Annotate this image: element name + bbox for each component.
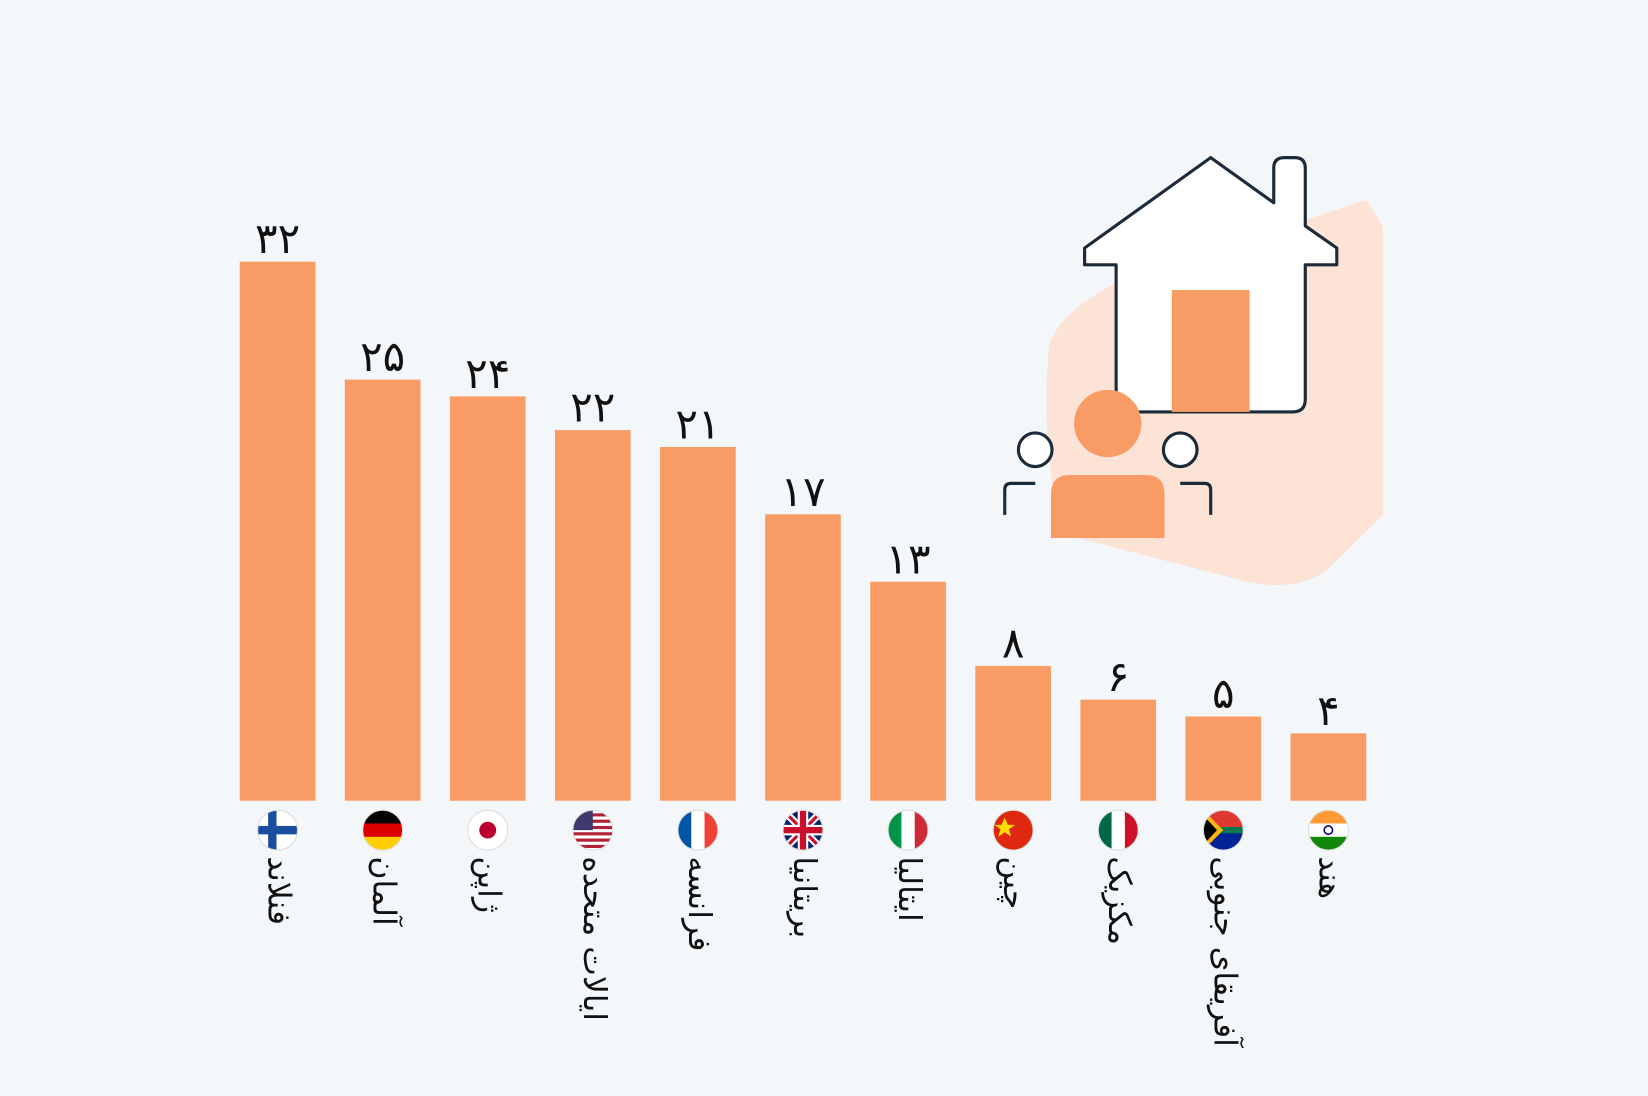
flag bbox=[257, 810, 298, 851]
flag-stripe bbox=[1308, 836, 1349, 851]
value-label: ۳۲ bbox=[255, 214, 300, 263]
flag-border bbox=[467, 809, 509, 851]
flag-stripe bbox=[572, 829, 613, 833]
x-tick-label: مکزیک bbox=[1101, 856, 1137, 945]
x-tick-label: آلمان bbox=[366, 856, 404, 927]
flag-star bbox=[994, 817, 1016, 837]
flag-stripe bbox=[1124, 810, 1139, 851]
value-label: ۴ bbox=[1317, 686, 1340, 735]
bar bbox=[765, 514, 841, 801]
flag-stripe bbox=[572, 848, 613, 851]
person-head bbox=[1074, 389, 1142, 458]
flag bbox=[888, 810, 929, 851]
person-head bbox=[1016, 431, 1054, 469]
flag-stripe bbox=[1111, 810, 1126, 851]
flag-stripe bbox=[704, 810, 718, 851]
flag-border bbox=[1307, 809, 1349, 851]
value-label: ۲۵ bbox=[360, 332, 405, 381]
flag bbox=[362, 810, 403, 851]
flag bbox=[1203, 810, 1244, 851]
bar bbox=[344, 379, 421, 801]
bar bbox=[1290, 733, 1367, 801]
flag bbox=[1098, 810, 1139, 851]
x-tick-label: فرانسه bbox=[681, 856, 717, 951]
flag-border bbox=[782, 809, 824, 851]
flag-stripe bbox=[914, 810, 929, 851]
bar bbox=[239, 261, 316, 801]
flag-border bbox=[572, 809, 614, 851]
person-head bbox=[1161, 431, 1199, 469]
x-tick-label: ایتالیا bbox=[891, 856, 927, 921]
bar bbox=[1185, 716, 1262, 801]
bar bbox=[554, 430, 631, 801]
person-body bbox=[1050, 474, 1165, 539]
flag-stripe bbox=[901, 810, 916, 851]
flag-border bbox=[257, 809, 299, 851]
flag-dot bbox=[479, 821, 497, 839]
flag-border bbox=[992, 809, 1034, 851]
flag-stripe bbox=[572, 841, 613, 845]
flag-border bbox=[362, 809, 404, 851]
flag-stripe bbox=[1098, 810, 1113, 851]
flag-stripe bbox=[362, 836, 403, 851]
value-label: ۵ bbox=[1212, 669, 1235, 718]
flag-stripe bbox=[1308, 810, 1349, 825]
bar bbox=[975, 665, 1051, 801]
value-label: ۲۲ bbox=[570, 383, 615, 432]
door bbox=[1171, 290, 1250, 412]
bar bbox=[870, 581, 946, 801]
flag bbox=[783, 810, 823, 851]
person-body bbox=[1003, 481, 1036, 515]
x-tick-label: آفریقای جنوبی bbox=[1206, 856, 1244, 1048]
value-label: ۱۷ bbox=[780, 467, 825, 516]
x-tick-label: ایالات متحده bbox=[576, 856, 612, 1021]
value-label: ۲۱ bbox=[675, 400, 720, 449]
flag-stripe bbox=[572, 835, 613, 839]
flag-border bbox=[1202, 809, 1244, 851]
bar bbox=[660, 446, 736, 801]
flag bbox=[1308, 810, 1349, 851]
flag-field bbox=[993, 810, 1034, 851]
flag-stripe bbox=[1308, 823, 1349, 838]
flag-border bbox=[677, 809, 719, 851]
flag-stripe bbox=[362, 810, 403, 825]
flag bbox=[993, 810, 1034, 851]
x-tick-label: ژاپن bbox=[471, 856, 507, 913]
flag-border bbox=[887, 809, 929, 851]
flag-stripe bbox=[677, 810, 692, 851]
illustration bbox=[1003, 156, 1384, 586]
flag bbox=[467, 810, 508, 851]
flag bbox=[677, 810, 718, 851]
person-body bbox=[1180, 481, 1213, 515]
flag-border bbox=[1097, 809, 1139, 851]
x-tick-label: هند bbox=[1311, 856, 1347, 899]
bar bbox=[449, 396, 526, 801]
flag-cross bbox=[268, 810, 277, 851]
x-tick-label: چین bbox=[996, 856, 1032, 909]
value-label: ۲۴ bbox=[465, 349, 510, 398]
flag-cross bbox=[799, 810, 807, 851]
bar bbox=[1080, 699, 1157, 801]
flag-y bbox=[1203, 815, 1218, 845]
value-label: ۱۳ bbox=[885, 534, 930, 583]
x-tick-label: بریتانیا bbox=[786, 856, 822, 938]
x-tick-label: فنلاند bbox=[261, 856, 297, 925]
flag-stripe bbox=[888, 810, 902, 851]
flag-stripe bbox=[362, 823, 403, 838]
flag-cross bbox=[257, 825, 298, 835]
value-label: ۸ bbox=[1002, 619, 1025, 668]
flag-emblem bbox=[1323, 825, 1334, 836]
flag-stripe bbox=[691, 810, 706, 851]
value-label: ۶ bbox=[1107, 652, 1130, 701]
